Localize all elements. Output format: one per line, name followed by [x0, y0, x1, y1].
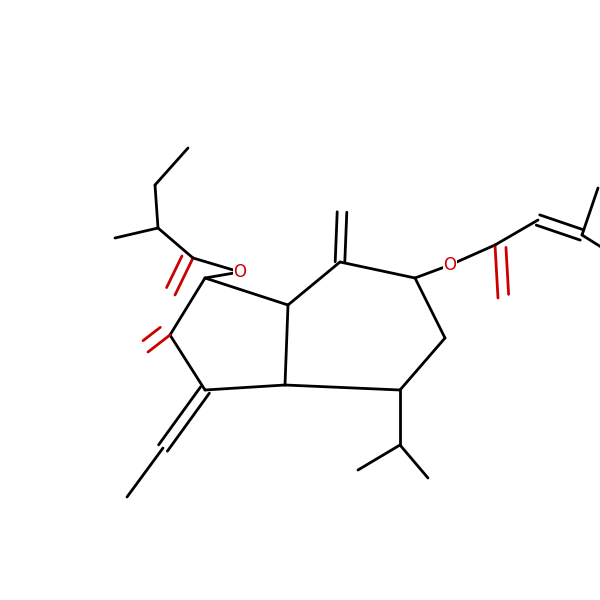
Text: O: O — [443, 256, 457, 274]
Text: O: O — [233, 263, 247, 281]
